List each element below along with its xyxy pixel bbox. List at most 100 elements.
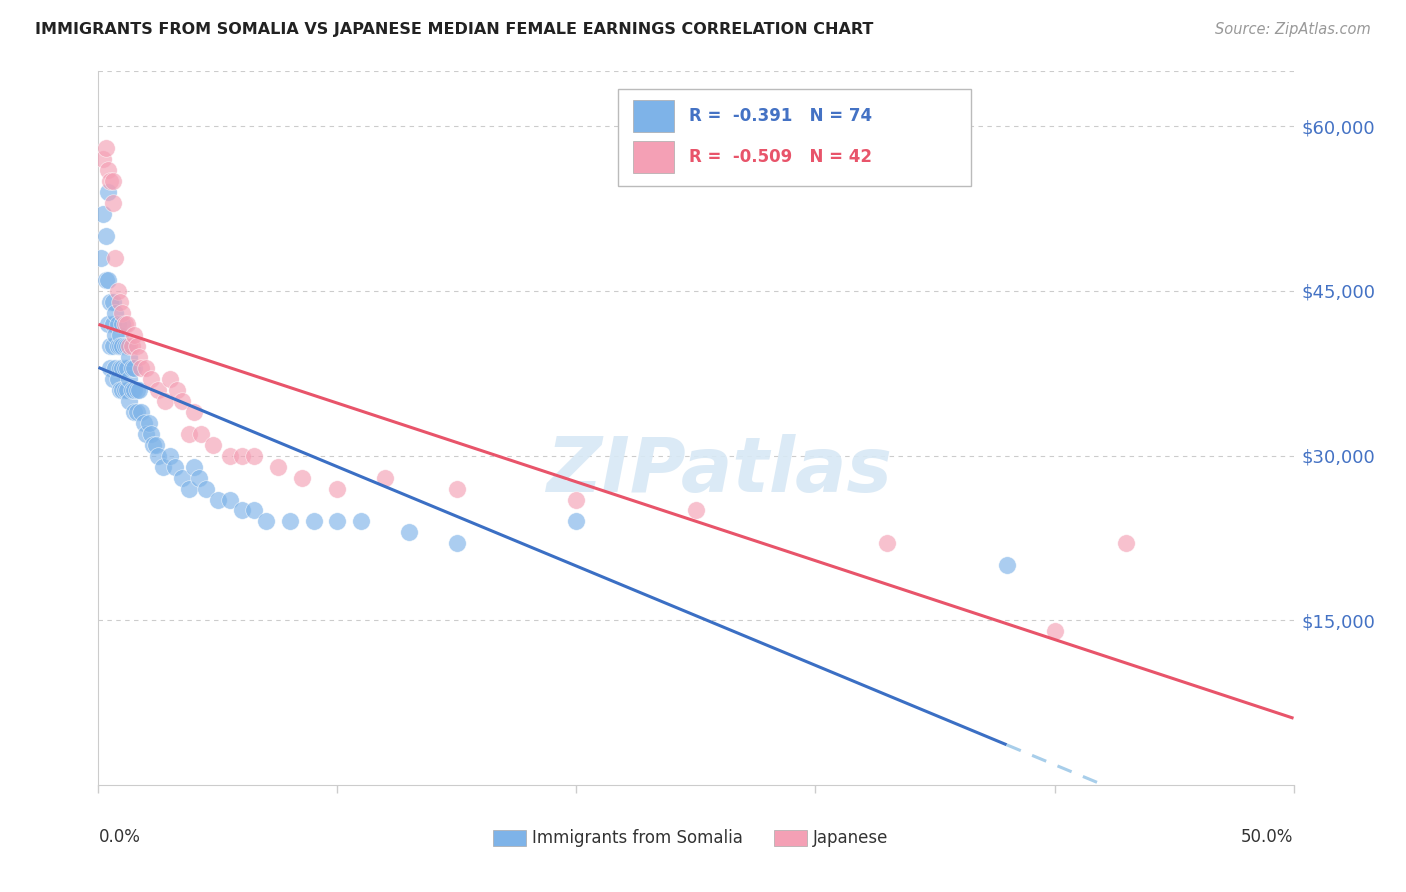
Point <box>107 372 129 386</box>
Point <box>115 360 138 375</box>
Point <box>91 207 114 221</box>
Point <box>190 426 212 441</box>
Point <box>142 437 165 451</box>
FancyBboxPatch shape <box>633 100 675 132</box>
Point <box>111 360 134 375</box>
Point <box>278 515 301 529</box>
Point <box>107 339 129 353</box>
Point <box>118 393 141 408</box>
Point <box>195 482 218 496</box>
Point <box>115 383 138 397</box>
Point <box>398 525 420 540</box>
Point <box>114 339 136 353</box>
Point <box>172 470 194 484</box>
Point <box>98 360 122 375</box>
Point <box>350 515 373 529</box>
Point <box>135 360 157 375</box>
Point <box>302 515 325 529</box>
Text: 0.0%: 0.0% <box>98 828 141 846</box>
Point <box>565 515 588 529</box>
Point <box>326 515 349 529</box>
Point <box>94 229 117 244</box>
Point <box>121 339 143 353</box>
Point <box>97 163 120 178</box>
Point <box>97 273 120 287</box>
Point <box>104 327 127 342</box>
Point <box>1115 536 1137 550</box>
Point <box>243 449 266 463</box>
Point <box>163 459 186 474</box>
Point <box>104 251 127 265</box>
Point <box>101 294 124 309</box>
Point <box>108 294 131 309</box>
Point <box>98 294 122 309</box>
Text: R =  -0.509   N = 42: R = -0.509 N = 42 <box>689 148 872 166</box>
Point <box>104 306 127 320</box>
Point <box>101 372 124 386</box>
Point <box>131 360 153 375</box>
Point <box>139 372 162 386</box>
Point <box>101 317 124 331</box>
Point <box>97 317 120 331</box>
Point <box>118 372 141 386</box>
Point <box>1043 624 1066 639</box>
Point <box>108 339 131 353</box>
Point <box>179 482 201 496</box>
Point <box>187 470 209 484</box>
Point <box>128 350 150 364</box>
Point <box>148 383 170 397</box>
Point <box>121 360 143 375</box>
Point <box>219 449 242 463</box>
Point <box>202 437 225 451</box>
FancyBboxPatch shape <box>494 830 526 846</box>
Point <box>132 416 155 430</box>
Point <box>118 350 141 364</box>
Point <box>159 449 181 463</box>
Point <box>107 284 129 298</box>
Point <box>101 196 124 211</box>
Point <box>138 416 160 430</box>
Point <box>685 503 707 517</box>
Point <box>135 426 157 441</box>
Point <box>114 360 136 375</box>
Point <box>121 383 143 397</box>
Point <box>207 492 229 507</box>
Point <box>446 482 468 496</box>
Point <box>115 339 138 353</box>
Point <box>118 339 141 353</box>
Point <box>148 449 170 463</box>
Point <box>124 405 146 419</box>
Point <box>98 339 122 353</box>
Point <box>374 470 396 484</box>
Point <box>107 317 129 331</box>
Point <box>111 339 134 353</box>
Point <box>101 339 124 353</box>
Point <box>231 503 253 517</box>
Text: ZIPatlas: ZIPatlas <box>547 434 893 508</box>
Point <box>115 317 138 331</box>
Point <box>172 393 194 408</box>
Point <box>565 492 588 507</box>
Point <box>94 273 117 287</box>
Point <box>91 152 114 166</box>
Point <box>111 383 134 397</box>
Point <box>159 372 181 386</box>
Point <box>231 449 253 463</box>
Point <box>124 383 146 397</box>
Point <box>179 426 201 441</box>
Point <box>108 383 131 397</box>
Point <box>291 470 314 484</box>
Point <box>243 503 266 517</box>
Point <box>90 251 112 265</box>
Point <box>326 482 349 496</box>
Point <box>114 383 136 397</box>
Point <box>145 437 167 451</box>
Point <box>108 360 131 375</box>
Point <box>254 515 277 529</box>
Text: IMMIGRANTS FROM SOMALIA VS JAPANESE MEDIAN FEMALE EARNINGS CORRELATION CHART: IMMIGRANTS FROM SOMALIA VS JAPANESE MEDI… <box>35 22 873 37</box>
Point <box>104 360 127 375</box>
Point <box>446 536 468 550</box>
Point <box>995 558 1018 573</box>
Point <box>124 327 146 342</box>
Point <box>101 174 124 188</box>
